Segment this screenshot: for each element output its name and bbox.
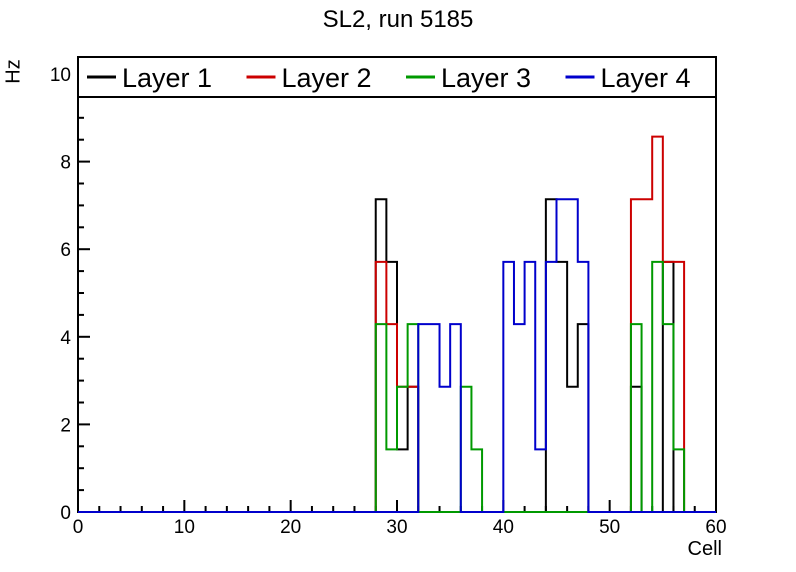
histogram-line-layer-4 <box>78 198 716 513</box>
x-tick-label: 50 <box>599 517 620 538</box>
x-tick-label: 20 <box>280 517 301 538</box>
y-tick-label: 4 <box>60 328 71 349</box>
chart-title: SL2, run 5185 <box>322 6 474 33</box>
y-tick-label: 8 <box>60 153 71 174</box>
x-tick-label: 0 <box>73 517 84 538</box>
histogram-line-layer-2 <box>78 135 716 513</box>
y-tick-label: 10 <box>50 65 71 86</box>
x-tick-label: 30 <box>386 517 407 538</box>
x-tick-label: 60 <box>705 517 726 538</box>
legend-label: Layer 4 <box>601 63 691 93</box>
x-axis-label: Cell <box>687 538 722 560</box>
x-tick-label: 10 <box>174 517 195 538</box>
legend-label: Layer 2 <box>282 63 372 93</box>
legend-box <box>77 56 717 98</box>
y-tick-label: 2 <box>60 415 71 436</box>
legend-label: Layer 3 <box>441 63 531 93</box>
y-tick-label: 6 <box>60 240 71 261</box>
legend-label: Layer 1 <box>122 63 212 93</box>
x-tick-label: 40 <box>493 517 514 538</box>
y-tick-label: 0 <box>60 503 71 524</box>
